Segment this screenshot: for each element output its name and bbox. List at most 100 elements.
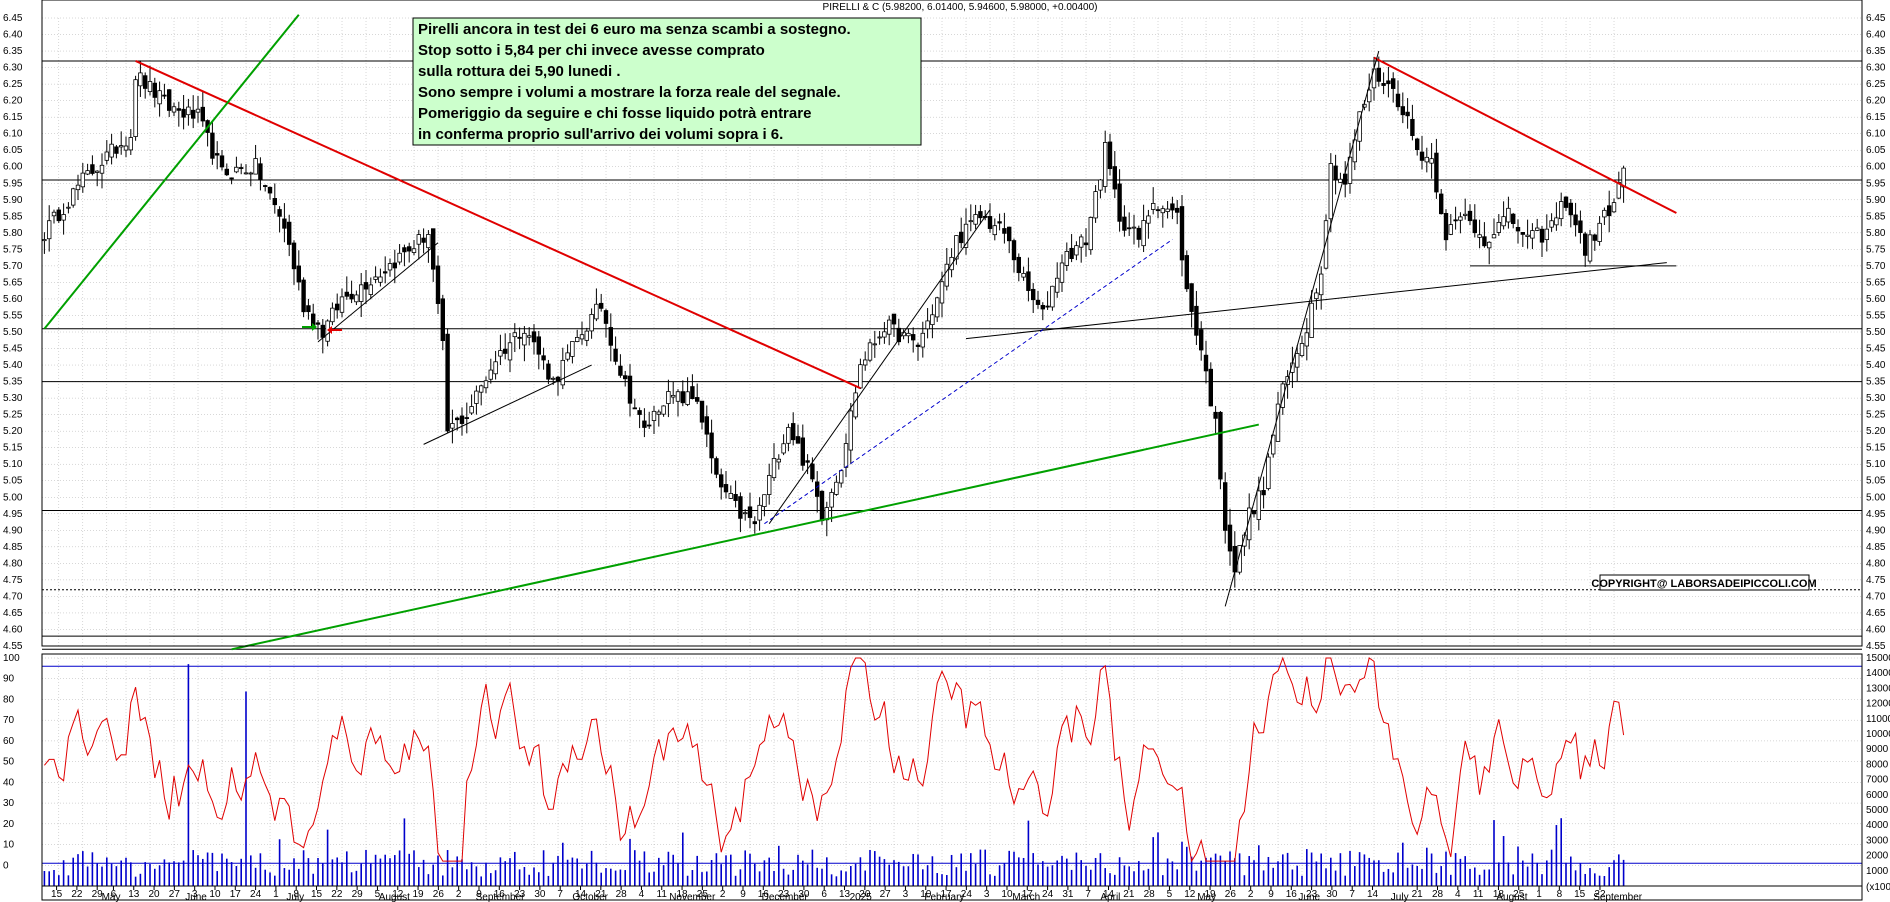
candle bbox=[1592, 233, 1597, 251]
candle bbox=[238, 163, 244, 175]
date-tick-label: 25 bbox=[697, 889, 709, 900]
price-tick-label-right: 5.35 bbox=[1866, 377, 1886, 388]
candle bbox=[1083, 228, 1089, 257]
candle bbox=[1069, 234, 1074, 263]
candle bbox=[599, 293, 604, 312]
date-tick-label: 1 bbox=[1536, 889, 1542, 900]
date-tick-label: 14 bbox=[575, 889, 587, 900]
price-tick-label-left: 5.30 bbox=[3, 393, 23, 404]
candle bbox=[642, 408, 647, 438]
price-tick-label-left: 4.95 bbox=[3, 509, 23, 520]
candle bbox=[1443, 209, 1449, 251]
candle bbox=[915, 342, 921, 361]
candle bbox=[877, 330, 882, 345]
trendline bbox=[43, 14, 300, 330]
price-tick-label-right: 4.85 bbox=[1866, 542, 1886, 553]
price-tick-label-right: 5.95 bbox=[1866, 178, 1886, 189]
price-tick-label-left: 5.40 bbox=[3, 360, 23, 371]
trendline bbox=[135, 60, 861, 390]
price-tick-label-right: 5.10 bbox=[1866, 459, 1886, 470]
candle bbox=[1554, 202, 1559, 231]
candle bbox=[1232, 531, 1237, 588]
candle bbox=[815, 471, 820, 513]
date-tick-label: 17 bbox=[940, 889, 952, 900]
chart-title: PIRELLI & C (5.98200, 6.01400, 5.94600, … bbox=[823, 2, 1098, 13]
candle bbox=[349, 280, 354, 304]
candle bbox=[1218, 411, 1223, 490]
candle bbox=[1040, 302, 1045, 321]
candle bbox=[1170, 196, 1175, 220]
date-tick-label: 20 bbox=[859, 889, 871, 900]
candle bbox=[119, 131, 124, 155]
candle bbox=[752, 516, 757, 534]
candle bbox=[719, 468, 724, 500]
candle bbox=[963, 208, 969, 255]
candle bbox=[1021, 266, 1026, 281]
candle bbox=[330, 302, 335, 326]
price-tick-label-right: 4.60 bbox=[1866, 624, 1886, 635]
candle bbox=[1367, 73, 1372, 112]
candle bbox=[786, 423, 791, 452]
candle bbox=[1467, 204, 1473, 226]
candle bbox=[733, 480, 738, 508]
price-tick-label-right: 6.35 bbox=[1866, 46, 1886, 57]
candle bbox=[445, 328, 450, 433]
month-tick-label: September bbox=[476, 892, 526, 902]
price-tick-label-left: 5.50 bbox=[3, 327, 23, 338]
price-tick-label-left: 5.60 bbox=[3, 294, 23, 305]
candle bbox=[373, 266, 378, 284]
month-tick-label: December bbox=[762, 892, 809, 902]
candle bbox=[162, 83, 167, 100]
date-tick-label: 6 bbox=[111, 889, 117, 900]
trendline bbox=[1224, 50, 1380, 607]
candle bbox=[1160, 205, 1165, 228]
date-tick-label: 20 bbox=[148, 889, 160, 900]
candle bbox=[190, 95, 196, 129]
date-tick-label: 12 bbox=[1184, 889, 1196, 900]
candle bbox=[1333, 154, 1338, 195]
oscillator-tick-label: 0 bbox=[3, 860, 9, 871]
candle bbox=[1515, 219, 1521, 244]
price-tick-label-right: 6.25 bbox=[1866, 79, 1886, 90]
date-tick-label: 28 bbox=[616, 889, 628, 900]
date-tick-label: 7 bbox=[557, 889, 563, 900]
month-tick-label: August bbox=[379, 892, 410, 902]
candle bbox=[656, 409, 661, 427]
oscillator-tick-label: 50 bbox=[3, 757, 15, 768]
oscillator-tick-label: 100 bbox=[3, 653, 20, 664]
price-tick-label-right: 6.20 bbox=[1866, 96, 1886, 107]
candle bbox=[344, 276, 349, 300]
date-tick-label: 9 bbox=[476, 889, 482, 900]
month-tick-label: May bbox=[102, 892, 121, 902]
date-tick-label: 3 bbox=[903, 889, 909, 900]
candle bbox=[1295, 345, 1300, 382]
candle bbox=[1578, 210, 1583, 244]
price-tick-label-right: 4.65 bbox=[1866, 608, 1886, 619]
candle bbox=[1304, 318, 1309, 361]
candle bbox=[1429, 142, 1434, 179]
price-tick-label-left: 4.75 bbox=[3, 575, 23, 586]
price-tick-label-left: 5.80 bbox=[3, 228, 23, 239]
candle bbox=[1381, 72, 1386, 95]
candle bbox=[90, 155, 95, 176]
candle bbox=[1175, 200, 1180, 225]
date-tick-label: 14 bbox=[1103, 889, 1115, 900]
date-tick-label: 31 bbox=[1062, 889, 1074, 900]
candle bbox=[959, 217, 964, 249]
date-tick-label: 2 bbox=[1248, 889, 1254, 900]
price-tick-label-left: 5.70 bbox=[3, 261, 23, 272]
volume-tick-label: 13000 bbox=[1866, 683, 1890, 694]
candle bbox=[166, 89, 172, 117]
candle bbox=[1011, 238, 1017, 273]
date-tick-label: 23 bbox=[514, 889, 526, 900]
month-tick-label: July bbox=[286, 892, 304, 902]
date-tick-label: 9 bbox=[1268, 889, 1274, 900]
price-tick-label-left: 5.25 bbox=[3, 410, 23, 421]
candle bbox=[382, 256, 388, 284]
candle bbox=[781, 434, 786, 456]
date-tick-label: 21 bbox=[1123, 889, 1135, 900]
oscillator-tick-label: 80 bbox=[3, 694, 15, 705]
date-tick-label: 22 bbox=[1594, 889, 1606, 900]
candle bbox=[1189, 283, 1194, 328]
annotation-line: Stop sotto i 5,84 per chi invece avesse … bbox=[418, 42, 765, 59]
